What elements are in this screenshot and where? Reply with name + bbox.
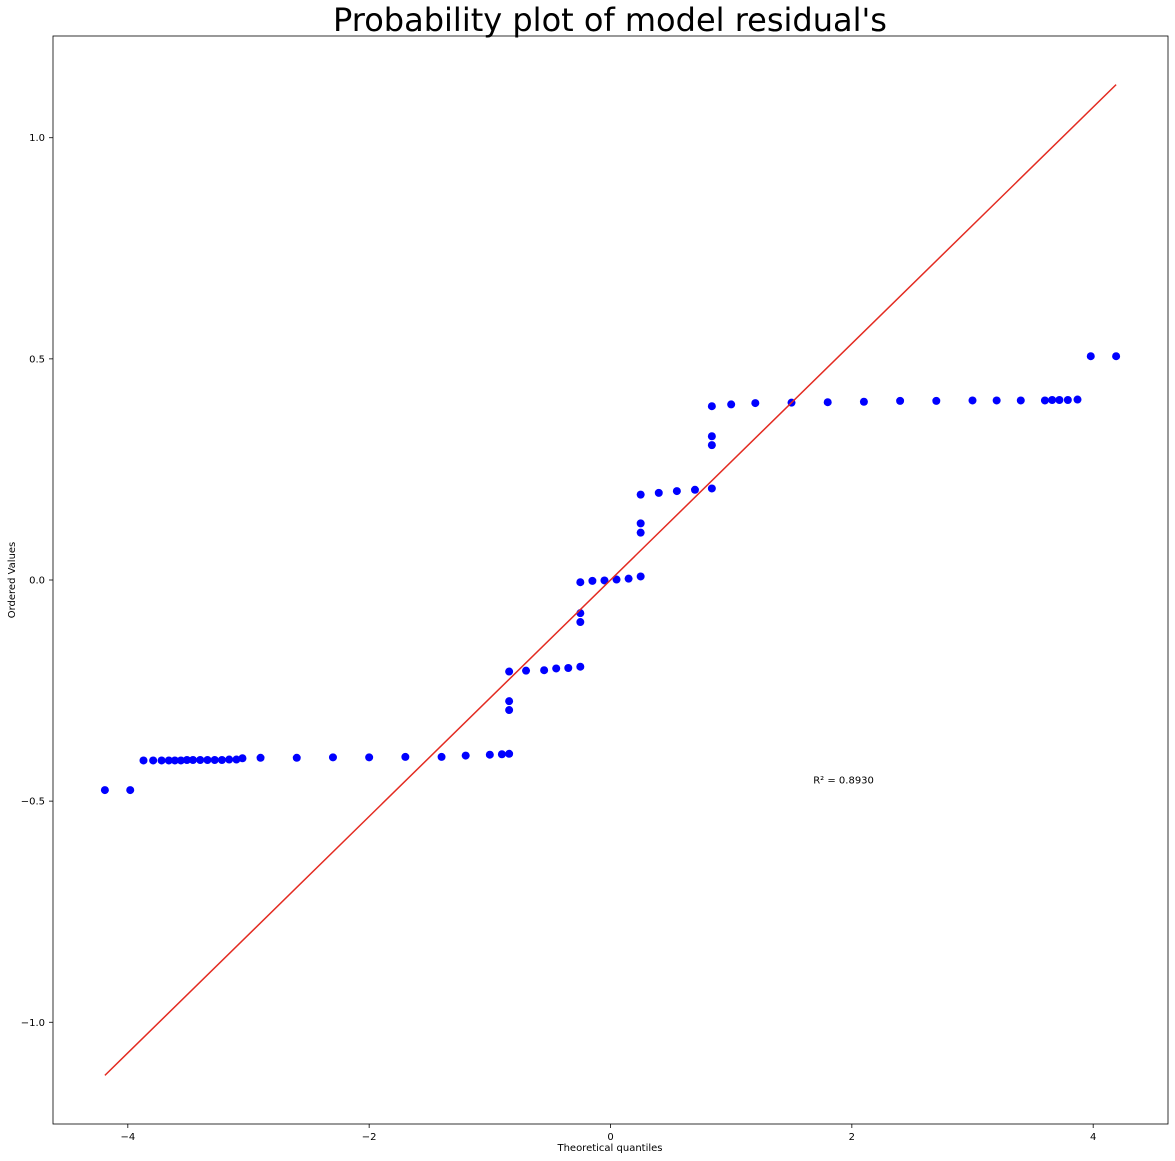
data-point xyxy=(636,519,645,528)
data-point xyxy=(1040,396,1049,405)
fit-line xyxy=(104,84,1117,1076)
data-point xyxy=(576,578,585,587)
data-point xyxy=(505,697,514,706)
ticks-layer: −4 −2 0 2 4 −1.0 −0.5 0.0 0.5 1.0 xyxy=(21,133,1097,1143)
data-point xyxy=(505,667,514,676)
data-point xyxy=(225,755,234,764)
data-point xyxy=(256,753,265,762)
x-tick-label: −4 xyxy=(120,1132,135,1143)
data-point xyxy=(576,662,585,671)
data-point xyxy=(497,750,506,759)
data-point xyxy=(636,490,645,499)
data-point xyxy=(505,749,514,758)
data-point xyxy=(992,396,1001,405)
y-tick-label: 0.5 xyxy=(29,354,45,365)
data-point xyxy=(149,756,158,765)
data-point xyxy=(232,755,241,764)
data-point xyxy=(1055,395,1064,404)
data-point xyxy=(505,706,514,715)
data-point xyxy=(164,756,173,765)
data-point xyxy=(600,576,609,585)
data-point xyxy=(1073,395,1082,404)
data-point xyxy=(751,399,760,408)
x-tick-label: 0 xyxy=(607,1132,613,1143)
plot-layer xyxy=(100,84,1121,1076)
y-tick-label: 0.0 xyxy=(29,576,45,587)
data-point xyxy=(139,756,148,765)
data-point xyxy=(1112,352,1121,361)
data-point xyxy=(564,664,573,673)
data-point xyxy=(461,751,470,760)
data-point xyxy=(707,484,716,493)
data-point xyxy=(126,786,135,795)
data-point xyxy=(1016,396,1025,405)
y-tick-label: −0.5 xyxy=(21,797,45,808)
data-point xyxy=(292,753,301,762)
data-point xyxy=(707,402,716,411)
data-point xyxy=(690,485,699,494)
data-point xyxy=(437,752,446,761)
data-point xyxy=(636,572,645,581)
data-point xyxy=(859,397,868,406)
data-point xyxy=(896,396,905,405)
data-point xyxy=(203,756,212,765)
data-point xyxy=(401,752,410,761)
data-point xyxy=(238,754,247,763)
data-point xyxy=(540,666,549,675)
data-point xyxy=(365,753,374,762)
data-point xyxy=(182,756,191,765)
data-point xyxy=(210,756,219,765)
data-point xyxy=(672,487,681,496)
data-point xyxy=(932,396,941,405)
data-point xyxy=(328,753,337,762)
data-point xyxy=(612,575,621,584)
x-tick-label: 4 xyxy=(1090,1132,1096,1143)
data-point xyxy=(522,666,531,675)
r-squared-annotation: R² = 0.8930 xyxy=(813,775,874,786)
x-axis-label: Theoretical quantiles xyxy=(556,1143,662,1154)
data-point xyxy=(188,756,197,765)
data-point xyxy=(1063,395,1072,404)
data-point xyxy=(636,528,645,537)
data-point xyxy=(968,396,977,405)
data-point xyxy=(707,432,716,441)
data-point xyxy=(588,576,597,585)
data-point xyxy=(157,756,166,765)
data-point xyxy=(624,574,633,583)
data-point xyxy=(654,488,663,497)
y-axis-label: Ordered Values xyxy=(7,542,18,619)
data-point xyxy=(100,786,109,795)
data-point xyxy=(176,756,185,765)
chart-title: Probability plot of model residual's xyxy=(333,1,887,39)
data-point xyxy=(170,756,179,765)
data-point xyxy=(823,398,832,407)
data-point xyxy=(727,400,736,409)
x-tick-label: −2 xyxy=(362,1132,377,1143)
y-tick-label: −1.0 xyxy=(21,1018,45,1029)
data-point xyxy=(552,664,561,673)
data-point xyxy=(196,756,205,765)
data-point xyxy=(485,750,494,759)
data-point xyxy=(576,618,585,627)
data-point xyxy=(707,441,716,450)
data-point xyxy=(217,756,226,765)
x-tick-label: 2 xyxy=(849,1132,855,1143)
data-point xyxy=(1048,395,1057,404)
y-tick-label: 1.0 xyxy=(29,133,45,144)
data-point xyxy=(1086,352,1095,361)
